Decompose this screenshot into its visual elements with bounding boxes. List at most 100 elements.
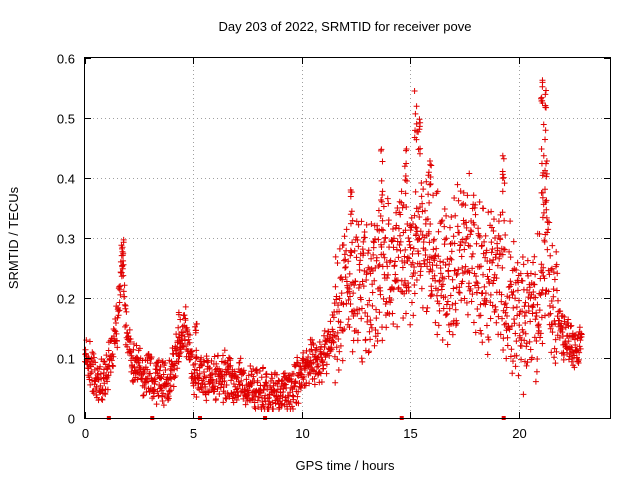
data-point [280, 370, 287, 377]
data-point [471, 204, 478, 211]
data-point [513, 352, 520, 359]
data-point [368, 255, 375, 262]
data-point [417, 204, 424, 211]
data-point [354, 310, 361, 317]
data-point [466, 170, 473, 177]
data-point [497, 331, 504, 338]
data-point [251, 399, 258, 406]
data-point [354, 237, 361, 244]
data-point [577, 345, 584, 352]
data-point [347, 193, 354, 200]
data-point [262, 379, 269, 386]
data-point [247, 362, 254, 369]
data-point [499, 251, 506, 258]
data-point [372, 264, 379, 271]
data-point [158, 387, 165, 394]
data-point [496, 255, 503, 262]
data-point [456, 229, 463, 236]
data-point [393, 222, 400, 229]
data-point [402, 227, 409, 234]
data-point [551, 354, 558, 361]
data-point [421, 207, 428, 214]
data-point [192, 327, 199, 334]
data-point [249, 395, 256, 402]
data-point [160, 402, 167, 409]
data-point [390, 321, 397, 328]
data-point [119, 263, 126, 270]
data-point [333, 344, 340, 351]
data-point [435, 253, 442, 260]
data-point [414, 248, 421, 255]
data-point [353, 254, 360, 261]
data-point [147, 370, 154, 377]
data-point [542, 312, 549, 319]
data-point [537, 334, 544, 341]
data-point [502, 320, 509, 327]
data-point [399, 204, 406, 211]
data-point [380, 295, 387, 302]
data-point [416, 116, 423, 123]
data-point [358, 315, 365, 322]
data-point [306, 380, 313, 387]
data-point [86, 376, 93, 383]
data-point [533, 313, 540, 320]
data-point [378, 146, 385, 153]
data-point [543, 197, 550, 204]
data-point [366, 328, 373, 335]
data-point [524, 257, 531, 264]
data-point [402, 190, 409, 197]
data-point [145, 351, 152, 358]
data-point [530, 288, 537, 295]
data-point [178, 349, 185, 356]
data-point [368, 324, 375, 331]
data-point [369, 281, 376, 288]
data-point [523, 343, 530, 350]
data-point [237, 355, 244, 362]
data-point [576, 343, 583, 350]
data-point [457, 188, 464, 195]
data-point [481, 238, 488, 245]
data-point [444, 341, 451, 348]
data-point [180, 329, 187, 336]
data-point [446, 224, 453, 231]
data-point [179, 323, 186, 330]
data-point [245, 387, 252, 394]
data-point [130, 341, 137, 348]
data-point [181, 337, 188, 344]
data-point [395, 254, 402, 261]
data-point [520, 261, 527, 268]
data-point [235, 392, 242, 399]
data-point [480, 300, 487, 307]
data-point [479, 339, 486, 346]
data-point [198, 354, 205, 361]
data-point [416, 213, 423, 220]
data-point [521, 312, 528, 319]
data-point [143, 375, 150, 382]
data-point [531, 281, 538, 288]
data-point [186, 339, 193, 346]
data-point [568, 358, 575, 365]
data-point [192, 360, 199, 367]
data-point [442, 236, 449, 243]
data-point [507, 218, 514, 225]
data-point [545, 226, 552, 233]
data-point [387, 257, 394, 264]
data-point [419, 208, 426, 215]
data-point [349, 217, 356, 224]
data-point [319, 359, 326, 366]
data-point [110, 353, 117, 360]
data-point [392, 271, 399, 278]
data-point [374, 337, 381, 344]
data-point [220, 399, 227, 406]
data-point [363, 221, 370, 228]
data-point [380, 203, 387, 210]
data-point [366, 297, 373, 304]
data-point [333, 293, 340, 300]
data-point [433, 262, 440, 269]
data-point [281, 370, 288, 377]
data-point [527, 295, 534, 302]
data-point [361, 228, 368, 235]
y-tick-label: 0 [68, 412, 75, 427]
data-point [279, 377, 286, 384]
data-point [425, 169, 432, 176]
